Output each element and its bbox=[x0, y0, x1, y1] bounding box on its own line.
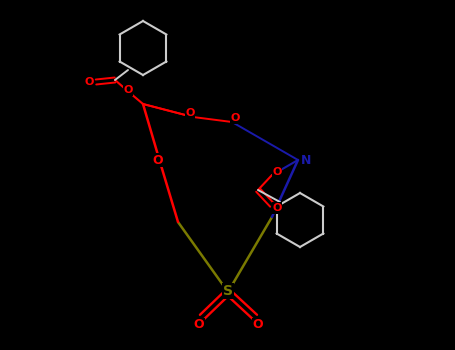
Text: O: O bbox=[253, 318, 263, 331]
Text: O: O bbox=[84, 77, 94, 87]
Text: O: O bbox=[153, 154, 163, 167]
Text: N: N bbox=[301, 154, 311, 167]
Text: O: O bbox=[230, 113, 240, 123]
Text: O: O bbox=[185, 108, 195, 118]
Text: O: O bbox=[194, 318, 204, 331]
Text: O: O bbox=[272, 167, 282, 177]
Text: S: S bbox=[223, 284, 233, 298]
Text: O: O bbox=[123, 85, 133, 95]
Text: O: O bbox=[272, 203, 282, 213]
